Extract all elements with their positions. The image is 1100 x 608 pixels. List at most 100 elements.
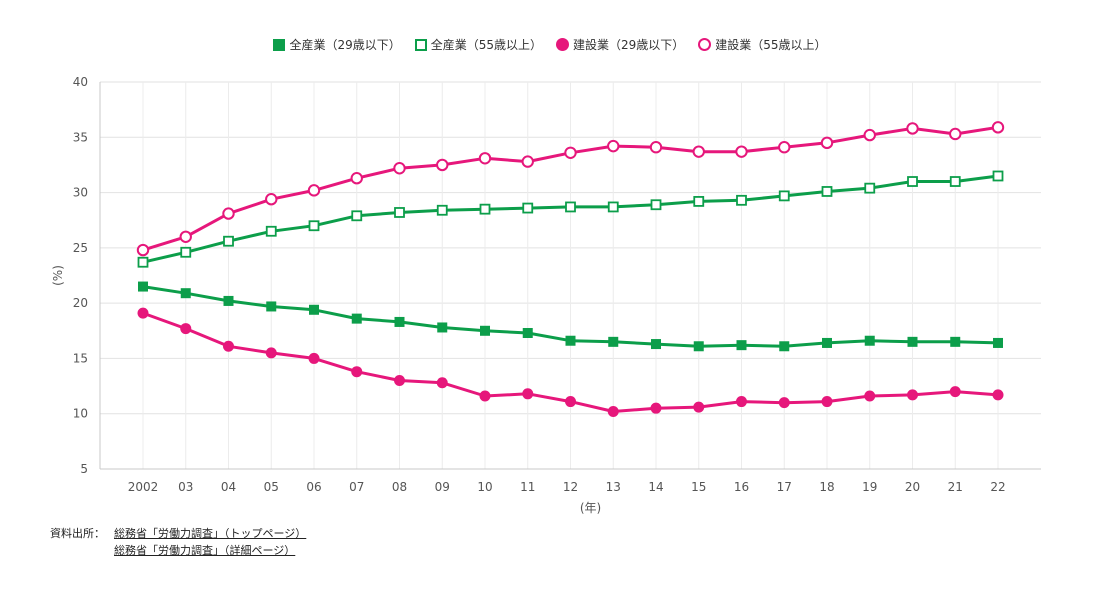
series-1-point	[180, 288, 191, 299]
series-4-point	[478, 152, 492, 165]
series-2-point	[565, 201, 576, 213]
series-2-point	[180, 246, 192, 258]
series-4-point	[136, 243, 150, 257]
x-tick-label: 07	[349, 480, 364, 494]
series-3-point	[907, 389, 918, 401]
chart-legend: 全産業（29歳以下） 全産業（55歳以上） 建設業（29歳以下） 建設業（55歳以上）	[0, 36, 1100, 53]
x-tick-label: 2002	[128, 480, 159, 494]
x-tick-label: 21	[948, 480, 963, 494]
legend-item-2[interactable]: 全産業（55歳以上）	[414, 36, 542, 53]
y-tick-label: 10	[73, 407, 88, 421]
series-3-point	[650, 402, 662, 414]
series-1-point	[394, 316, 405, 327]
x-tick-label: 13	[606, 480, 621, 494]
source-link-top[interactable]: 総務省「労働力調査」（トップページ）	[114, 526, 307, 540]
series-4-point	[991, 121, 1005, 134]
series-2-point	[864, 182, 876, 194]
x-axis-label: (年)	[580, 501, 601, 515]
series-1-point	[608, 336, 619, 347]
legend-label: 建設業（29歳以下）	[573, 38, 685, 52]
series-4-point	[735, 145, 748, 158]
source-note: 資料出所： 総務省「労働力調査」（トップページ） 総務省「労働力調査」（詳細ペー…	[50, 524, 306, 558]
x-tick-label: 16	[734, 480, 749, 494]
series-3-point	[949, 386, 961, 398]
series-3-point	[821, 396, 833, 408]
y-tick-label: 35	[73, 130, 88, 144]
x-tick-label: 08	[392, 480, 407, 494]
legend-marker	[414, 38, 427, 51]
line-chart: 5 10 15 20 25 30 35 40 2002 03 04 05 06 07 08 09 10 11 12 1…	[51, 75, 1041, 515]
series-1-point	[565, 335, 576, 346]
series-2-point	[650, 199, 662, 211]
series-2-point	[992, 170, 1004, 182]
series-2-point	[821, 186, 833, 197]
series-4-point	[521, 155, 534, 168]
series-2-point	[394, 207, 405, 218]
legend-item-4[interactable]: 建設業（55歳以上）	[698, 36, 827, 53]
legend-item-3[interactable]: 建設業（29歳以下）	[556, 36, 684, 53]
series-4-point	[564, 146, 577, 159]
x-tick-label: 06	[306, 480, 321, 494]
series-4-point	[307, 184, 321, 197]
source-label: 資料出所：	[50, 526, 105, 540]
series-3-point	[137, 307, 149, 319]
x-tick-label: 10	[477, 480, 492, 494]
y-tick-label: 15	[73, 351, 88, 365]
x-tick-label: 15	[691, 480, 706, 494]
series-1-point	[138, 281, 148, 292]
y-tick-label: 40	[73, 75, 88, 89]
series-1-point	[779, 341, 790, 352]
series-3-point	[436, 377, 448, 389]
x-tick-label: 19	[862, 480, 877, 494]
x-tick-label: 11	[520, 480, 535, 494]
y-axis-label: (%)	[51, 265, 65, 286]
series-2-point	[223, 235, 234, 247]
y-tick-label: 5	[80, 462, 88, 476]
series-4-point	[436, 158, 449, 172]
series-1-point	[651, 339, 661, 350]
series-3-point	[394, 375, 405, 387]
legend-marker	[556, 38, 569, 51]
series-1-point	[223, 295, 234, 306]
series-4-point	[222, 207, 235, 220]
x-tick-label: 18	[819, 480, 834, 494]
x-tick-label: 04	[221, 480, 236, 494]
series-3-point	[864, 390, 876, 402]
series-2-point	[907, 176, 918, 187]
series-3-point	[351, 366, 363, 378]
x-tick-label: 05	[264, 480, 279, 494]
x-tick-label: 09	[435, 480, 450, 494]
series-2-point	[137, 256, 149, 268]
series-4-point	[820, 136, 834, 150]
series-4-point	[179, 230, 192, 244]
series-3-point	[223, 340, 234, 352]
series-4-point	[778, 141, 791, 154]
series-1-point	[693, 341, 704, 352]
series-1-point	[480, 325, 490, 336]
series-2-point	[778, 190, 790, 202]
series-1-point	[993, 337, 1003, 348]
series-2-point	[607, 201, 619, 213]
series-2-point	[522, 202, 534, 214]
series-1-point	[351, 313, 362, 324]
x-tick-label: 22	[990, 480, 1005, 494]
series-1-point	[522, 327, 533, 338]
series-2-point	[308, 220, 320, 232]
series-2-point	[736, 194, 747, 206]
series-4-point	[863, 128, 876, 142]
y-tick-label: 30	[73, 186, 88, 200]
series-3-point	[565, 396, 576, 408]
legend-label: 全産業（55歳以上）	[430, 38, 542, 52]
series-4-point	[649, 141, 663, 154]
series-2-point	[949, 176, 961, 187]
series-4-point	[949, 127, 962, 141]
series-2-point	[436, 204, 448, 216]
series-4-point	[692, 145, 705, 158]
x-tick-label: 12	[563, 480, 578, 494]
x-tick-label: 14	[648, 480, 663, 494]
series-2-point	[265, 225, 277, 237]
legend-item-1[interactable]: 全産業（29歳以下）	[273, 36, 401, 53]
source-link-detail[interactable]: 総務省「労働力調査」（詳細ページ）	[114, 543, 296, 557]
series-4-point	[350, 171, 363, 185]
series-3-point	[778, 397, 790, 409]
